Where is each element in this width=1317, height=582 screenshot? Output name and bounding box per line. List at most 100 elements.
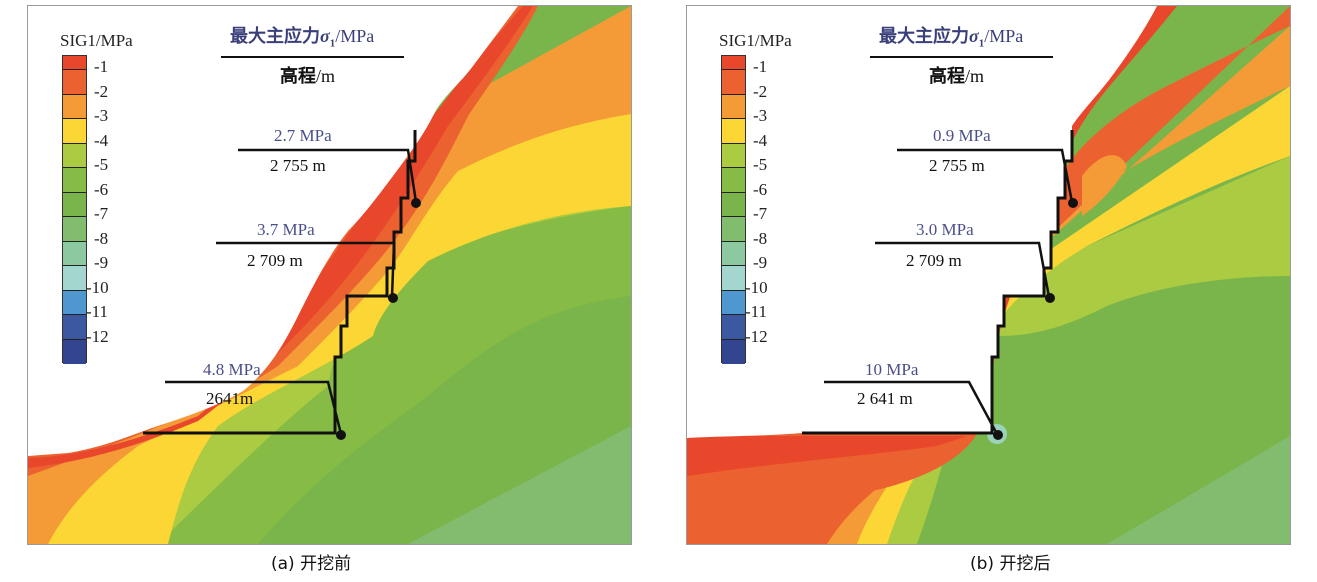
contour-band — [687, 436, 967, 476]
legend-label: -11 — [745, 302, 768, 321]
legend-title: SIG1/MPa — [719, 31, 792, 50]
header-divider — [221, 56, 404, 58]
legend-label: -6 — [94, 179, 109, 199]
stress-contour-map-before — [28, 6, 631, 544]
monitoring-point — [388, 293, 398, 303]
legend-label: -5 — [753, 155, 768, 174]
annotation-stress-value: 0.9 MPa — [933, 126, 991, 145]
legend-swatch — [722, 217, 745, 242]
leader-line — [216, 241, 396, 298]
legend-label: -4 — [753, 130, 768, 150]
header-stress-text: 最大主应力 — [879, 26, 969, 46]
annotation-stress-value: 4.8 MPa — [203, 360, 261, 379]
legend-label: -10 — [86, 277, 109, 297]
header-elevation-unit: /m — [316, 66, 336, 86]
legend-swatch — [63, 241, 86, 266]
sigma-subscript: 1 — [978, 37, 985, 50]
legend-swatch — [722, 94, 745, 119]
sigma-subscript: 1 — [329, 37, 336, 50]
legend-swatch — [722, 70, 745, 95]
legend-label: -7 — [94, 204, 109, 223]
header-stress-unit: /MPa — [335, 26, 375, 46]
contour-band — [1082, 155, 1127, 216]
legend-label: -6 — [753, 179, 768, 199]
header-stress-label: 最大主应力σ1/MPa — [879, 22, 1023, 50]
legend-swatch — [63, 119, 86, 144]
annotation-stress-value: 10 MPa — [865, 360, 919, 379]
legend-label: -2 — [753, 81, 768, 101]
header-elevation-unit: /m — [965, 66, 985, 86]
legend-label: -11 — [86, 302, 109, 321]
legend-label: -3 — [753, 106, 768, 125]
annotation-elevation: 2641m — [206, 389, 254, 408]
legend-swatch — [63, 168, 86, 193]
header-stress-label: 最大主应力σ1/MPa — [230, 22, 374, 50]
annotation-elevation: 2 755 m — [929, 156, 985, 175]
legend-label: -2 — [94, 81, 109, 101]
legend-label: -3 — [94, 106, 109, 125]
legend-label: -1 — [753, 57, 768, 76]
legend-swatch — [722, 168, 745, 193]
caption-before: (a) 开挖前 — [271, 554, 352, 574]
caption-after: (b) 开挖后 — [970, 554, 1051, 574]
legend-swatch — [63, 290, 86, 315]
legend-swatch — [63, 192, 86, 217]
header-stress-unit: /MPa — [984, 26, 1024, 46]
legend-swatch — [722, 143, 745, 168]
stress-contour-map-after — [687, 6, 1290, 544]
monitoring-point — [993, 430, 1003, 440]
legend-label: -8 — [753, 228, 768, 248]
leader-line — [824, 380, 999, 435]
sigma-symbol: σ — [969, 26, 979, 46]
leader-line — [165, 380, 343, 435]
annotation-stress-value: 3.0 MPa — [916, 220, 974, 239]
legend-label: -12 — [745, 326, 768, 346]
annotation-elevation: 2 709 m — [247, 251, 303, 270]
annotation-elevation: 2 709 m — [906, 251, 962, 270]
legend-label: -10 — [745, 277, 768, 297]
legend-swatch — [722, 315, 745, 340]
header-elevation-label: 高程/m — [929, 62, 984, 88]
legend-swatch — [63, 217, 86, 242]
legend-colorbar — [721, 55, 746, 364]
monitoring-point — [1068, 198, 1078, 208]
sky-region — [687, 6, 1157, 438]
legend-swatch — [722, 290, 745, 315]
header-divider — [870, 56, 1053, 58]
panel-after-excavation: SIG1/MPa -1 -2 -3 -4 -5 -6 -7 -8 -9 -10 -11 -12 最大主… — [686, 5, 1291, 545]
annotation-elevation: 2 755 m — [270, 156, 326, 175]
panel-before-excavation: SIG1/MPa -1 -2 -3 -4 -5 -6 -7 -8 -9 -10 -11 -12 最大主… — [27, 5, 632, 545]
legend-label: -9 — [94, 253, 109, 272]
legend-swatch — [722, 266, 745, 291]
monitoring-point — [336, 430, 346, 440]
header-elevation-text: 高程 — [280, 66, 316, 86]
legend-swatch — [722, 119, 745, 144]
legend-swatch — [722, 192, 745, 217]
legend-label: -1 — [94, 57, 109, 76]
legend-label: -8 — [94, 228, 109, 248]
legend-swatch — [63, 339, 86, 364]
header-elevation-label: 高程/m — [280, 62, 335, 88]
excavation-profile-line — [143, 130, 417, 435]
legend-swatch — [63, 266, 86, 291]
header-stress-text: 最大主应力 — [230, 26, 320, 46]
sky-region — [28, 6, 518, 456]
legend-swatch — [722, 241, 745, 266]
monitoring-point — [1045, 293, 1055, 303]
legend-swatch — [722, 56, 745, 70]
legend-label: -4 — [94, 130, 109, 150]
legend-colorbar — [62, 55, 87, 364]
legend-label: -7 — [753, 204, 768, 223]
legend-swatch — [63, 94, 86, 119]
header-elevation-text: 高程 — [929, 66, 965, 86]
legend-swatch — [63, 70, 86, 95]
annotation-stress-value: 3.7 MPa — [257, 220, 315, 239]
leader-line — [897, 148, 1074, 203]
sigma-symbol: σ — [320, 26, 330, 46]
legend-swatch — [63, 143, 86, 168]
annotation-elevation: 2 641 m — [857, 389, 913, 408]
leader-line — [238, 148, 418, 203]
legend-swatch — [63, 56, 86, 70]
legend-title: SIG1/MPa — [60, 31, 133, 50]
legend-label: -5 — [94, 155, 109, 174]
